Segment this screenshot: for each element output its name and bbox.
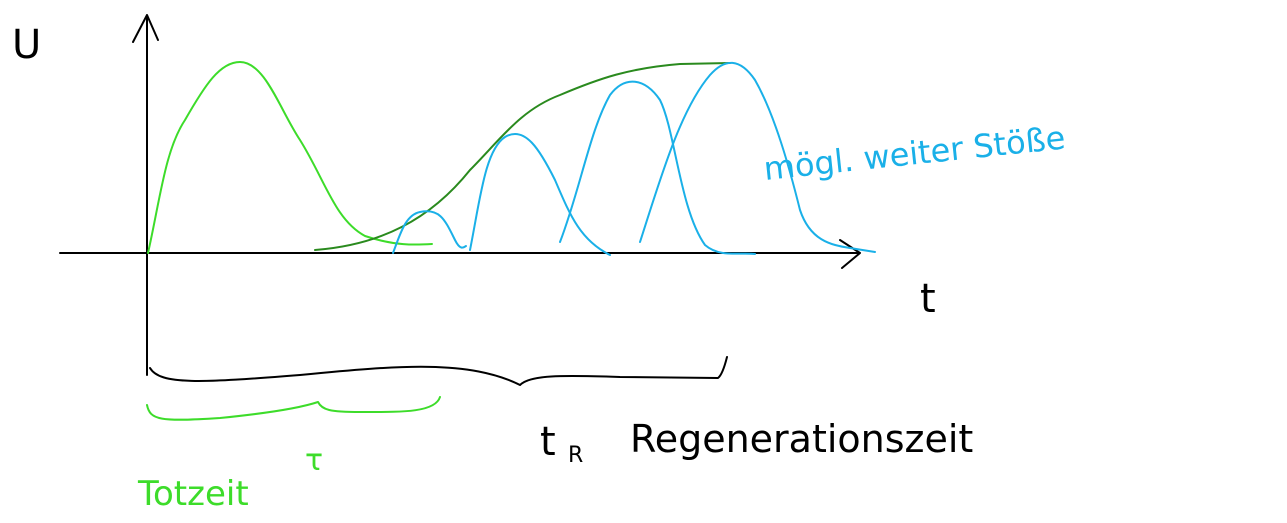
dead-time-symbol: τ	[305, 443, 323, 478]
pulse	[560, 82, 755, 254]
sketch: U t mögl. weiter Stöße t R Regenerations…	[0, 0, 1287, 523]
page: U t mögl. weiter Stöße t R Regenerations…	[0, 0, 1287, 523]
y-axis-label: U	[12, 22, 41, 68]
y-axis	[133, 15, 158, 375]
recovery-brace	[150, 357, 727, 385]
pulse	[393, 211, 466, 253]
recovery-subscript: R	[568, 443, 583, 468]
first-pulse	[148, 62, 432, 253]
dead-time: Totzeit	[137, 474, 249, 514]
recovery-time: Regenerationszeit	[630, 417, 973, 461]
dead-time-brace	[147, 397, 440, 420]
x-axis-label: t	[920, 276, 936, 322]
pulses-annotation: mögl. weiter Stöße	[762, 119, 1067, 188]
recovery-symbol: t	[540, 419, 556, 465]
